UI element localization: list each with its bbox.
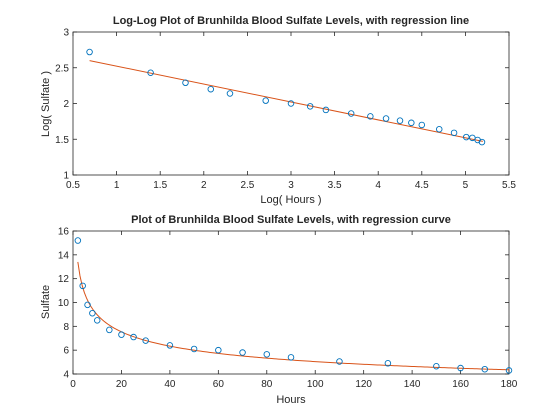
data-point bbox=[86, 48, 93, 56]
y-axis-label: Sulfate bbox=[40, 285, 52, 319]
x-tick-label: 2 bbox=[201, 180, 207, 191]
power-curve-chart: Plot of Brunhilda Blood Sulfate Levels, … bbox=[40, 214, 518, 406]
data-point bbox=[306, 103, 314, 110]
regression-line bbox=[89, 60, 483, 142]
data-point bbox=[190, 345, 198, 353]
data-point bbox=[79, 282, 86, 290]
data-point bbox=[226, 90, 234, 97]
data-point bbox=[322, 106, 330, 114]
data-point bbox=[84, 301, 91, 309]
x-tick-label: 0.5 bbox=[66, 180, 80, 191]
x-tick-label: 100 bbox=[307, 379, 324, 390]
x-tick-label: 160 bbox=[452, 379, 469, 390]
data-points bbox=[74, 237, 513, 374]
data-point bbox=[215, 346, 222, 354]
x-tick-label: 140 bbox=[404, 379, 421, 390]
y-tick-label: 8 bbox=[63, 322, 69, 333]
loglog-chart: Log-Log Plot of Brunhilda Blood Sulfate … bbox=[40, 15, 516, 206]
data-point bbox=[262, 97, 269, 104]
regression-curve bbox=[77, 261, 510, 371]
y-tick-label: 1.5 bbox=[55, 135, 69, 146]
data-point bbox=[450, 129, 458, 137]
data-point bbox=[396, 117, 404, 124]
y-tick-label: 2 bbox=[63, 99, 69, 110]
data-point bbox=[93, 317, 101, 324]
data-point bbox=[505, 367, 513, 374]
x-tick-label: 5 bbox=[463, 180, 469, 191]
x-tick-label: 2.5 bbox=[240, 180, 254, 191]
data-point bbox=[130, 333, 137, 341]
data-point bbox=[481, 365, 489, 373]
x-tick-label: 0 bbox=[70, 379, 76, 390]
x-tick-label: 1 bbox=[114, 180, 120, 191]
regression-curve-path bbox=[77, 261, 510, 371]
data-point bbox=[142, 337, 149, 344]
x-tick-label: 20 bbox=[116, 379, 128, 390]
data-point bbox=[336, 358, 343, 365]
data-point bbox=[463, 133, 470, 141]
axis-ticks: 0.5 1 1.5 2 2.5 3 3.5 4 4.5 5 5.511.522.53 bbox=[55, 28, 516, 192]
data-point bbox=[287, 354, 295, 361]
data-point bbox=[382, 115, 390, 122]
data-point bbox=[239, 349, 246, 356]
x-tick-label: 4 bbox=[375, 180, 381, 191]
data-point bbox=[347, 110, 355, 117]
data-point bbox=[166, 342, 174, 349]
x-tick-label: 80 bbox=[261, 379, 273, 390]
data-point bbox=[182, 79, 189, 87]
y-tick-label: 4 bbox=[63, 370, 69, 381]
x-tick-label: 180 bbox=[501, 379, 518, 390]
y-axis-label: Log( Sulfate ) bbox=[40, 71, 52, 137]
data-point bbox=[418, 121, 426, 129]
y-tick-label: 3 bbox=[63, 28, 69, 39]
y-tick-label: 12 bbox=[58, 274, 70, 285]
regression-line-path bbox=[89, 60, 483, 142]
data-point bbox=[74, 237, 82, 244]
y-tick-label: 1 bbox=[63, 171, 69, 182]
x-tick-label: 40 bbox=[164, 379, 176, 390]
x-axis-label: Hours bbox=[276, 394, 306, 406]
data-point bbox=[118, 331, 125, 338]
chart-title: Log-Log Plot of Brunhilda Blood Sulfate … bbox=[113, 15, 469, 27]
y-tick-label: 6 bbox=[63, 346, 69, 357]
data-point bbox=[435, 125, 443, 133]
data-point bbox=[367, 113, 374, 120]
data-point bbox=[207, 85, 215, 93]
data-point bbox=[147, 69, 154, 77]
y-tick-label: 2.5 bbox=[55, 63, 69, 74]
data-point bbox=[106, 326, 113, 334]
x-tick-label: 1.5 bbox=[153, 180, 167, 191]
x-tick-label: 120 bbox=[355, 379, 372, 390]
data-point bbox=[408, 119, 415, 127]
y-tick-label: 10 bbox=[58, 298, 70, 309]
data-point bbox=[89, 309, 96, 317]
axis-ticks: 0 20 40 60 80 100 120 140 160 180 4 6 8 10 12 14 16 bbox=[58, 227, 518, 391]
x-tick-label: 4.5 bbox=[415, 180, 429, 191]
data-point bbox=[433, 363, 440, 370]
x-tick-label: 3.5 bbox=[328, 180, 342, 191]
plot-area bbox=[72, 230, 510, 375]
x-tick-label: 60 bbox=[213, 379, 225, 390]
x-tick-label: 3 bbox=[288, 180, 294, 191]
y-tick-label: 14 bbox=[58, 250, 70, 261]
data-point bbox=[478, 138, 486, 146]
chart-title: Plot of Brunhilda Blood Sulfate Levels, … bbox=[131, 214, 451, 226]
x-tick-label: 5.5 bbox=[502, 180, 516, 191]
data-points bbox=[86, 48, 486, 146]
data-point bbox=[287, 100, 295, 107]
data-point bbox=[263, 351, 271, 358]
data-point bbox=[457, 364, 464, 372]
x-axis-label: Log( Hours ) bbox=[260, 194, 321, 206]
data-point bbox=[384, 360, 392, 367]
plot-area bbox=[72, 31, 510, 176]
y-tick-label: 16 bbox=[58, 227, 70, 238]
